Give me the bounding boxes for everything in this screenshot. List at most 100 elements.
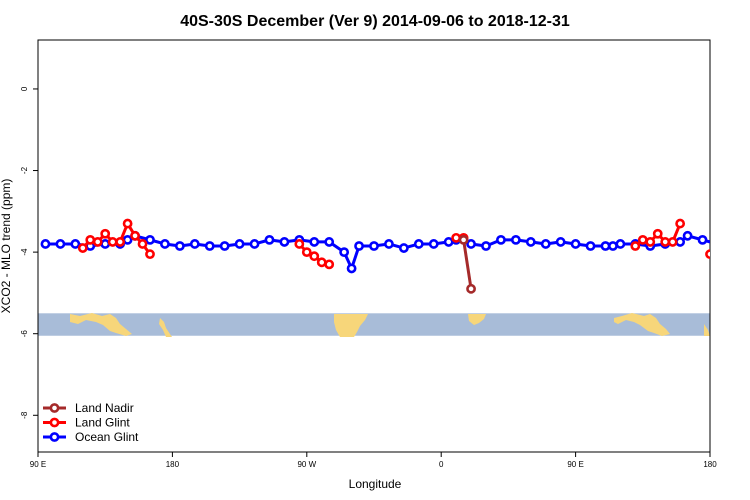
ocean-glint-point (585, 241, 596, 251)
ocean-glint-point (481, 241, 491, 251)
y-tick-label: 0 (20, 86, 29, 91)
x-tick-label: 90 E (30, 460, 46, 469)
ocean-glint-point (443, 237, 454, 247)
y-axis: 0 -2 -4 -6 -8 (20, 86, 38, 419)
ocean-glint-point (510, 234, 521, 245)
ocean-glint-point (384, 239, 394, 249)
y-tick-label: -2 (20, 166, 29, 174)
land-glint-point (137, 239, 148, 249)
ocean-glint-point (496, 234, 506, 245)
land-glint-point (630, 241, 641, 251)
x-tick-label: 90 E (567, 460, 583, 469)
x-tick-label: 90 W (297, 460, 316, 469)
land-glint-point (324, 259, 335, 270)
ocean-glint-point (324, 237, 335, 247)
land-nadir-legend-label: Land Nadir (75, 401, 134, 415)
new-zealand-2-land-shape (704, 324, 710, 336)
land-glint-point (145, 249, 155, 260)
ocean-glint-point (264, 234, 275, 245)
land-nadir-point (466, 283, 476, 294)
ocean-glint-point (555, 237, 566, 247)
land-nadir-series-line (462, 239, 473, 290)
y-axis-label: XCO2 - MLO trend (ppm) (0, 179, 13, 314)
land-nadir-point (458, 234, 469, 245)
ocean-glint-point (466, 239, 476, 249)
ocean-glint-point (189, 239, 200, 249)
south-america-land-shape (334, 314, 368, 337)
ocean-glint-point (682, 230, 693, 241)
land-glint-point (122, 218, 133, 229)
land-nadir-legend-marker (49, 403, 60, 413)
ocean-glint-point (428, 239, 439, 249)
y-tick-label: -8 (20, 411, 29, 419)
land-glint-point (675, 218, 686, 229)
ocean-glint-point (55, 239, 66, 249)
land-glint-point (77, 243, 88, 253)
ocean-glint-point (354, 241, 364, 251)
ocean-glint-point (219, 241, 230, 251)
ocean-glint-point (122, 234, 133, 245)
ocean-glint-point (160, 239, 170, 249)
series-layer (40, 218, 721, 294)
land-glint-point (667, 237, 678, 247)
map-strip-ocean (38, 313, 710, 336)
plot-frame (37, 39, 711, 453)
ocean-glint-legend-label: Ocean Glint (75, 430, 139, 444)
ocean-glint-point (714, 240, 721, 247)
australia-2-land-shape (614, 313, 670, 336)
land-glint-point (294, 239, 305, 249)
ocean-glint-point (615, 239, 626, 249)
ocean-glint-point (525, 237, 536, 247)
land-glint-legend-marker (49, 417, 60, 428)
ocean-glint-point (234, 239, 245, 249)
ocean-glint-point (174, 241, 185, 251)
land-glint-point (652, 228, 663, 239)
land-glint-point (309, 251, 320, 262)
ocean-glint-point (40, 239, 51, 249)
land-glint-point (107, 237, 118, 247)
ocean-glint-point (369, 241, 379, 251)
land-glint-legend-label: Land Glint (75, 416, 130, 430)
land-glint-point (115, 237, 126, 247)
land-glint-point (637, 234, 648, 245)
land-glint-point (660, 237, 671, 247)
ocean-glint-point (204, 241, 215, 251)
land-glint-point (316, 257, 327, 268)
x-tick-label: 180 (703, 460, 717, 469)
ocean-glint-point (339, 247, 350, 258)
ocean-glint-point (697, 234, 708, 245)
x-axis: 90 E 180 90 W 0 90 E 180 (30, 452, 717, 469)
chart-title: 40S-30S December (Ver 9) 2014-09-06 to 2… (180, 13, 570, 30)
x-tick-label: 180 (166, 460, 180, 469)
ocean-glint-point (413, 239, 424, 249)
land-glint-point (705, 249, 710, 260)
y-tick-label: -6 (20, 330, 29, 338)
ocean-glint-point (398, 243, 409, 253)
africa-land-shape (468, 314, 486, 325)
land-glint-point (92, 237, 103, 247)
land-glint-point (645, 237, 656, 247)
land-glint-point (301, 247, 312, 258)
ocean-glint-point (100, 239, 111, 249)
ocean-glint-point (70, 239, 81, 249)
ocean-glint-point (600, 241, 611, 251)
ocean-glint-point (675, 237, 686, 247)
ocean-glint-point (608, 241, 618, 251)
new-zealand-land-shape (159, 318, 172, 337)
x-axis-label: Longitude (349, 477, 402, 491)
ocean-glint-point (309, 237, 320, 247)
map-strip (38, 313, 710, 337)
ocean-glint-point (540, 239, 551, 249)
y-tick-label: -4 (20, 248, 29, 256)
ocean-glint-point (249, 239, 260, 249)
land-glint-point (130, 230, 140, 241)
land-glint-point (451, 232, 462, 243)
ocean-glint-point (145, 234, 155, 245)
ocean-glint-legend-marker (49, 432, 60, 442)
land-glint-point (85, 234, 96, 245)
ocean-glint-point (279, 237, 290, 247)
australia-land-shape (70, 313, 132, 336)
ocean-glint-point (570, 239, 581, 249)
